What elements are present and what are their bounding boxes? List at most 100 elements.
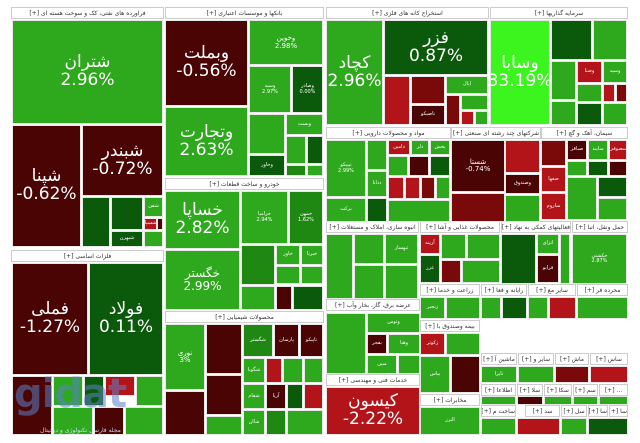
stock-tile-kchad[interactable]: کچاد 2.96% (326, 20, 383, 125)
sector-header-s6[interactable]: سل [+] (561, 405, 587, 417)
sector-header-pharma[interactable]: مواد و محصولات دارویی [+] (326, 127, 451, 139)
stock-tile-vkhvin[interactable]: وخوین 2.98% (249, 20, 323, 65)
stock-tile[interactable] (82, 197, 110, 247)
stock-tile[interactable] (475, 111, 488, 125)
stock-tile[interactable] (266, 410, 286, 435)
sector-header-food[interactable]: محصولات غذایی و آشا [+] (420, 221, 500, 233)
stock-tile[interactable] (505, 140, 540, 173)
stock-tile[interactable] (405, 177, 420, 199)
sector-header-banks[interactable]: بانکها و موسسات اعتباری [+] (165, 7, 324, 19)
stock-tile-vkhavar[interactable]: وخاور (249, 155, 285, 176)
stock-tile[interactable] (241, 286, 275, 310)
stock-tile[interactable] (293, 286, 323, 310)
stock-tile[interactable] (409, 156, 429, 176)
stock-tile[interactable] (286, 136, 306, 164)
stock-tile[interactable] (301, 266, 323, 284)
stock-tile-shpna[interactable]: شپنا -0.62% (12, 125, 81, 247)
stock-tile-alborz[interactable]: البرز (420, 407, 480, 435)
stock-tile[interactable] (157, 218, 163, 230)
stock-tile-shgoya[interactable]: شگویا (243, 358, 265, 383)
stock-tile[interactable] (384, 76, 410, 125)
stock-tile-vsepah2[interactable]: وسپه (603, 61, 627, 83)
stock-tile[interactable] (136, 376, 163, 406)
stock-tile[interactable] (451, 193, 505, 222)
sector-header-auto[interactable]: خودرو و ساخت قطعات [+] (165, 178, 324, 190)
stock-tile-foolad[interactable]: فولاد 0.11% (89, 263, 163, 375)
stock-tile-pakhsh[interactable]: پخش (430, 140, 450, 155)
stock-tile-khbrna[interactable]: خبرنا (301, 245, 323, 265)
stock-tile[interactable] (388, 177, 404, 199)
stock-tile[interactable] (518, 366, 554, 383)
stock-tile[interactable] (307, 136, 323, 164)
stock-tile-shbandar[interactable]: شبندر -0.72% (82, 125, 163, 196)
sector-header-s4[interactable]: ... [+] (599, 384, 628, 396)
sector-header-other_mine[interactable]: سایر مع [+] (528, 284, 576, 296)
stock-tile[interactable] (385, 265, 418, 299)
stock-tile[interactable] (125, 407, 163, 435)
sector-header-invest[interactable]: سرمایه گذاریها [+] (490, 7, 628, 19)
stock-tile-sfaha[interactable]: صفها (541, 167, 566, 192)
stock-tile[interactable] (551, 101, 576, 125)
stock-tile[interactable] (551, 20, 592, 60)
stock-tile-tira[interactable]: تایرا (481, 366, 517, 383)
sector-header-paper[interactable]: ساس [+] (590, 353, 628, 365)
sector-header-oil[interactable]: فراورده های نفتی، کک و سوخت هسته ای [+] (11, 7, 164, 19)
stock-tile[interactable] (354, 234, 384, 264)
stock-tile[interactable] (388, 200, 450, 222)
sector-header-cement[interactable]: سیمان، آهک و گچ [+] (541, 127, 628, 139)
stock-tile[interactable] (326, 313, 366, 374)
stock-tile[interactable] (53, 407, 93, 435)
stock-tile[interactable] (577, 84, 602, 102)
stock-tile[interactable] (461, 95, 488, 110)
stock-tile[interactable] (398, 355, 420, 374)
stock-tile-hkashti[interactable]: حکشتی 2.87% (572, 234, 627, 284)
stock-tile[interactable] (206, 375, 242, 415)
stock-tile[interactable] (481, 396, 516, 405)
stock-tile-sbaqer[interactable]: صباقر (567, 140, 587, 160)
sector-header-telecom[interactable]: مخابرات [+] (420, 394, 480, 406)
stock-tile-ddana[interactable]: ددانا (367, 171, 387, 197)
stock-tile-mobin[interactable]: مبین (367, 355, 397, 374)
stock-tile[interactable] (544, 396, 572, 405)
stock-tile-tipiko[interactable]: تیپیکو 2.99% (326, 140, 366, 197)
sector-header-s2[interactable]: سکا [+] (544, 384, 572, 396)
stock-tile-arine[interactable]: آرینه (420, 234, 440, 254)
stock-tile-kisoon[interactable]: کیسون -2.22% (326, 387, 420, 435)
stock-tile[interactable] (326, 234, 353, 299)
stock-tile[interactable] (598, 177, 627, 197)
stock-tile[interactable] (551, 61, 576, 100)
sector-header-s5[interactable]: سد [+] (525, 405, 560, 417)
stock-tile[interactable] (609, 161, 627, 176)
stock-tile[interactable] (573, 396, 598, 405)
stock-tile[interactable] (266, 358, 282, 383)
sector-header-other2[interactable]: سایر و [+] (518, 353, 554, 365)
stock-tile-bpas[interactable]: بپاس (420, 356, 450, 393)
stock-tile[interactable] (12, 376, 52, 435)
stock-tile-khavar[interactable]: خاور (276, 245, 300, 265)
stock-tile[interactable] (561, 418, 587, 435)
sector-header-transport[interactable]: حمل ونقل، انبا [+] (572, 221, 628, 233)
stock-tile[interactable] (549, 297, 576, 319)
stock-tile-atrazi[interactable]: اتزای (537, 234, 559, 254)
stock-tile[interactable] (441, 234, 466, 259)
stock-tile-vsader[interactable]: وصادر 0.00% (292, 66, 323, 113)
stock-tile-parsan[interactable]: پارسان (274, 324, 299, 357)
stock-tile[interactable] (287, 410, 323, 435)
stock-tile[interactable] (577, 297, 628, 319)
stock-tile-fmeli[interactable]: فملی -1.27% (12, 263, 88, 375)
stock-tile[interactable] (53, 376, 83, 406)
stock-tile[interactable] (501, 234, 536, 284)
stock-tile-barkat[interactable]: برکت (326, 198, 366, 222)
stock-tile[interactable] (603, 103, 627, 125)
sector-header-media[interactable]: اطلاعا [+] (481, 384, 516, 396)
stock-tile[interactable] (462, 260, 500, 283)
stock-tile-vbest[interactable]: وبست (286, 114, 323, 135)
sector-header-support[interactable]: فعالیتهای کمکی به نهاد [+] (501, 221, 571, 233)
sector-header-textile[interactable]: ماشین آ [+] (481, 353, 517, 365)
stock-tile[interactable] (111, 197, 143, 230)
stock-tile-shatran[interactable]: شتران 2.96% (12, 20, 163, 124)
stock-tile[interactable] (528, 297, 548, 319)
sector-header-mining[interactable]: استخراج کانه های فلزی [+] (326, 7, 489, 19)
stock-tile[interactable] (304, 358, 323, 383)
stock-tile[interactable] (461, 111, 474, 125)
